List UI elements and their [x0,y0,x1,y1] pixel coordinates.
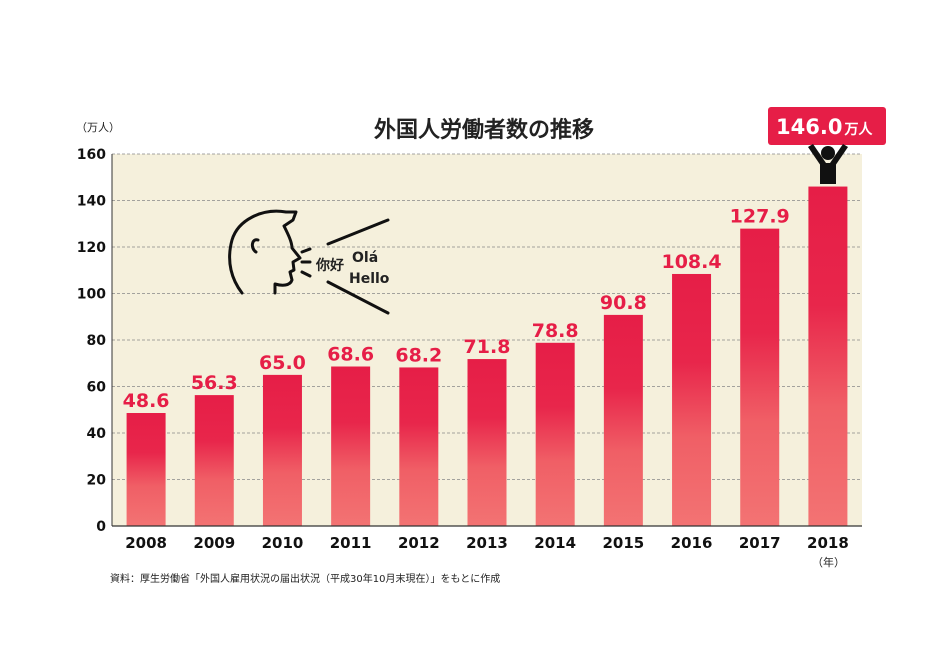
callout-number: 146.0 [776,115,842,139]
bar-2012 [399,367,439,526]
data-label-2012: 68.2 [395,344,442,366]
y-tick-label: 100 [77,287,106,303]
y-tick-label: 40 [87,426,107,442]
callout-unit: 万人 [843,121,873,138]
x-tick-label-2013: 2013 [466,534,508,552]
bar-2011 [331,366,371,526]
y-tick-label: 60 [87,380,107,396]
bar-2017 [740,228,780,526]
y-tick-label: 80 [87,333,107,349]
data-label-2009: 56.3 [191,372,238,394]
bar-2018 [808,186,848,527]
raised-arms-person-icon [808,144,848,184]
y-axis-ticks: 0 20 40 60 80 100 120 140 160 [77,147,106,535]
speaking-head-icon [228,209,390,315]
x-tick-label-2011: 2011 [330,534,372,552]
bars [126,186,848,527]
x-tick-label-2018: 2018 [807,534,849,552]
data-label-2010: 65.0 [259,352,306,374]
x-tick-label-2017: 2017 [739,534,781,552]
y-tick-label: 140 [77,194,106,210]
x-axis-ticks: 2008 2009 2010 2011 2012 2013 2014 2015 2016 2017… [125,534,849,552]
bar-2010 [262,374,302,526]
data-labels: 48.6 56.3 65.0 68.6 68.2 71.8 78.8 90.8 108.4 127… [123,206,790,412]
y-tick-label: 20 [87,473,107,489]
callout-value: 146.0 万人 [776,115,873,139]
bar-2015 [603,314,643,526]
callout-box [768,107,886,145]
x-tick-label-2009: 2009 [193,534,235,552]
x-tick-label-2016: 2016 [671,534,713,552]
bar-2013 [467,359,507,526]
data-label-2011: 68.6 [327,344,374,366]
data-label-2016: 108.4 [661,251,721,273]
data-label-2017: 127.9 [730,206,790,228]
speech-portuguese: Olá [352,250,378,266]
data-label-2014: 78.8 [532,320,579,342]
data-label-2008: 48.6 [123,390,170,412]
data-label-2015: 90.8 [600,292,647,314]
x-axis-unit: （年） [812,555,845,569]
y-tick-label: 120 [77,240,106,256]
x-tick-label-2010: 2010 [262,534,304,552]
chart-title: 外国人労働者数の推移 [374,117,594,143]
bar-2016 [672,273,712,526]
speech-chinese: 你好 [315,257,344,274]
source-note: 資料：厚生労働省「外国人雇用状況の届出状況（平成30年10月末現在）」をもとに作… [110,572,500,585]
y-axis-unit: （万人） [76,121,120,134]
x-tick-label-2012: 2012 [398,534,440,552]
x-tick-label-2014: 2014 [534,534,576,552]
bar-2008 [126,413,166,526]
speech-english: Hello [349,271,390,287]
x-tick-label-2015: 2015 [602,534,644,552]
x-tick-label-2008: 2008 [125,534,167,552]
bar-2014 [535,342,575,526]
y-tick-label: 160 [77,147,106,163]
data-label-2013: 71.8 [464,336,511,358]
y-tick-label: 0 [96,519,106,535]
bar-2009 [194,395,234,526]
